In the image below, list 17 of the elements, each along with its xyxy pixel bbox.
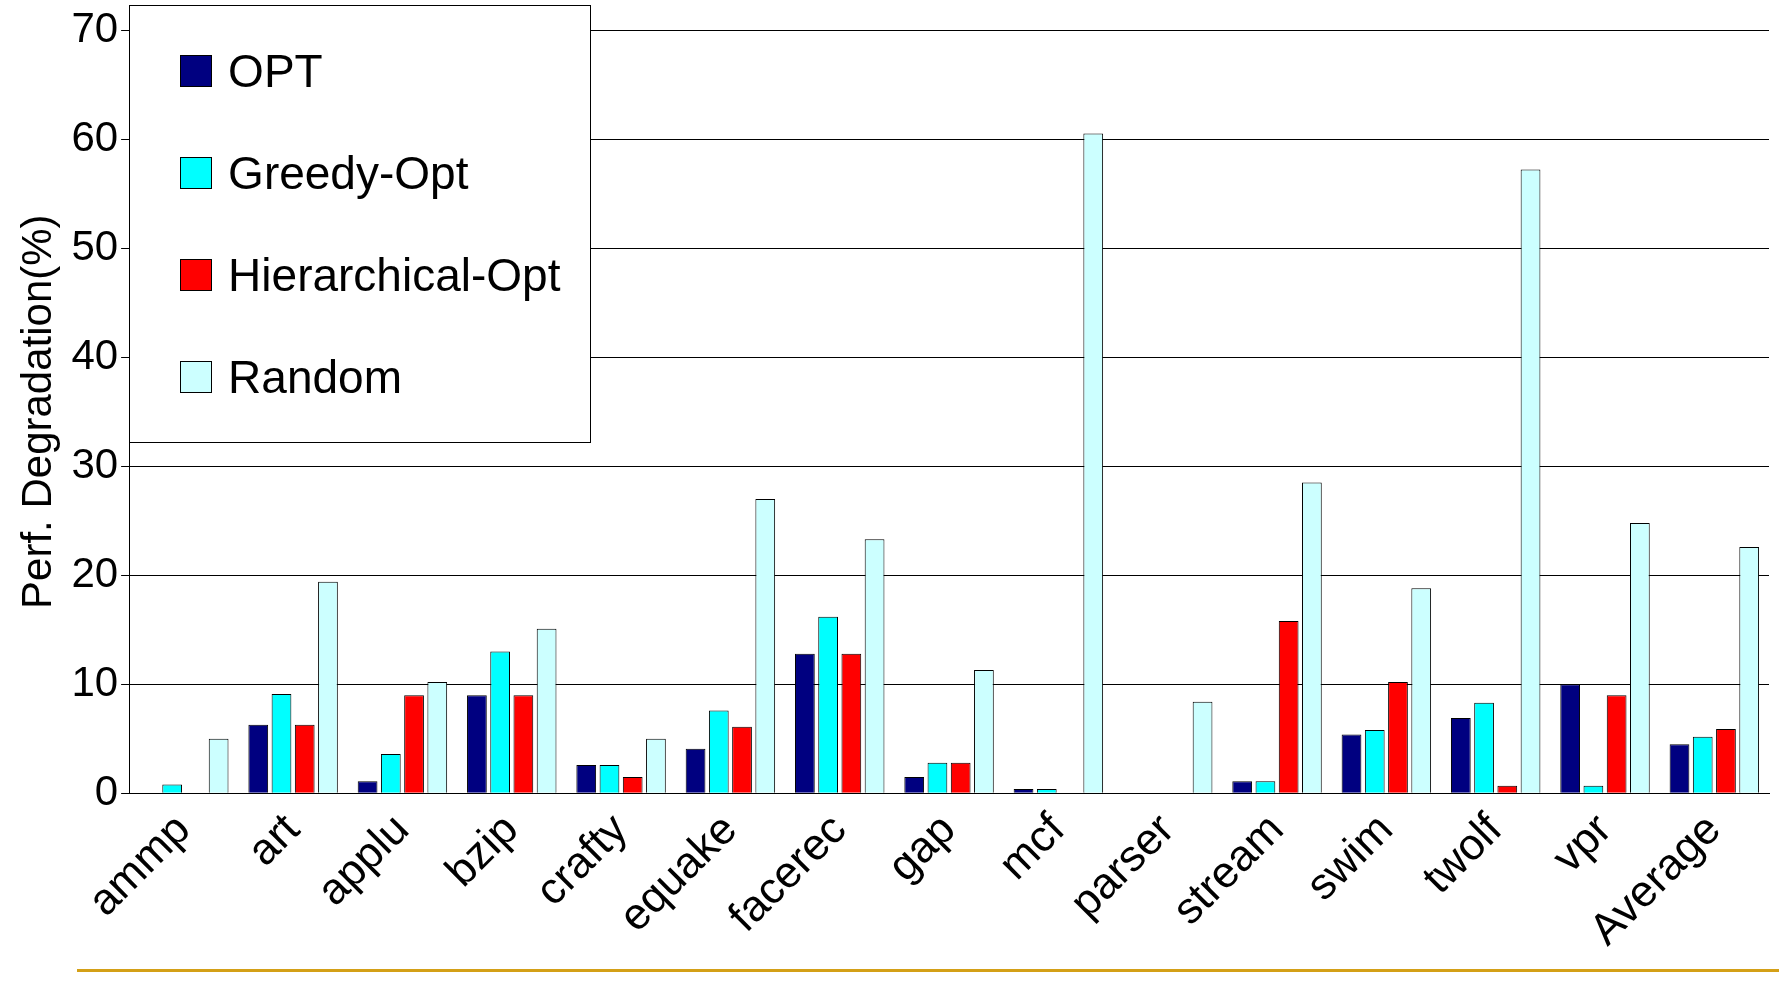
y-tick-label: 10 — [71, 657, 119, 705]
legend-label: Random — [228, 350, 402, 404]
legend-label: Greedy-Opt — [228, 146, 469, 200]
legend-label: OPT — [228, 44, 323, 98]
legend-label: Hierarchical-Opt — [228, 248, 561, 302]
x-tick-label: gap — [877, 803, 965, 890]
y-tick-label: 40 — [71, 330, 119, 378]
y-tick-label: 20 — [71, 548, 119, 596]
x-tick-label: bzip — [434, 803, 527, 896]
x-tick-label: mcf — [988, 802, 1074, 889]
y-tick-label: 0 — [94, 766, 119, 814]
y-tick-label: 70 — [71, 3, 119, 51]
y-tick-label: 30 — [71, 439, 119, 487]
y-tick-label: 50 — [71, 221, 119, 269]
x-tick-label: art — [237, 803, 309, 875]
y-axis-title: Perf. Degradation(%) — [12, 214, 60, 609]
y-tick-label: 60 — [71, 112, 119, 160]
